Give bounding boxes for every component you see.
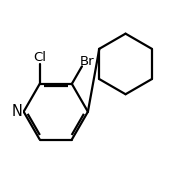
Text: N: N (11, 104, 22, 119)
Text: Br: Br (80, 55, 95, 68)
Text: Cl: Cl (33, 51, 46, 64)
